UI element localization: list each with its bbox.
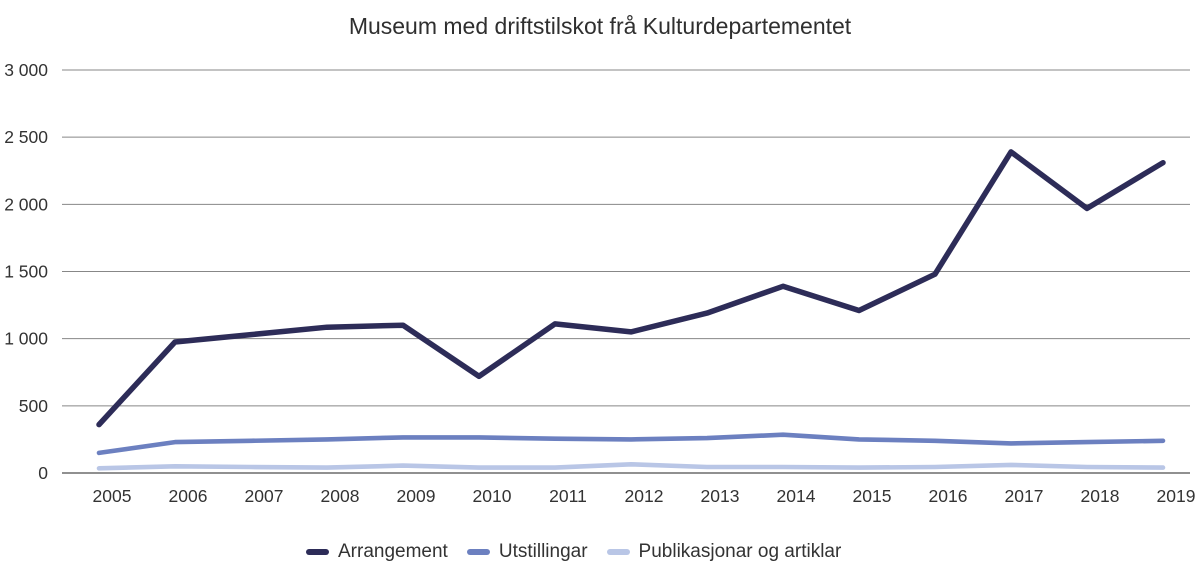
legend-item-arrangement: Arrangement	[306, 541, 448, 563]
legend: Arrangement Utstillingar Publikasjonar o…	[306, 541, 841, 563]
x-tick-label-2014: 2014	[777, 486, 816, 506]
x-tick-label-2018: 2018	[1081, 486, 1120, 506]
x-tick-label-2013: 2013	[701, 486, 740, 506]
y-tick-label: 2 500	[4, 127, 48, 147]
x-tick-label-2009: 2009	[397, 486, 436, 506]
y-tick-label: 1 000	[4, 329, 48, 349]
legend-item-publikasjonar: Publikasjonar og artiklar	[606, 541, 842, 563]
arrangement-line-swatch-icon	[306, 549, 329, 555]
x-tick-label-2005: 2005	[93, 486, 132, 506]
x-tick-label-2015: 2015	[853, 486, 892, 506]
legend-label-utstillingar: Utstillingar	[498, 541, 588, 562]
series-line-utstillingar	[96, 432, 1166, 456]
series-line-arrangement	[96, 149, 1166, 428]
x-tick-label-2008: 2008	[321, 486, 360, 506]
x-tick-label-2006: 2006	[169, 486, 208, 506]
x-tick-label-2016: 2016	[929, 486, 968, 506]
x-tick-label-2010: 2010	[473, 486, 512, 506]
y-tick-label: 0	[38, 463, 48, 483]
series-line-publikasjonar-og-artiklar	[96, 461, 1166, 471]
x-tick-label-2019: 2019	[1157, 486, 1196, 506]
x-tick-label-2012: 2012	[625, 486, 664, 506]
x-tick-label-2017: 2017	[1005, 486, 1044, 506]
y-tick-label: 2 000	[4, 194, 48, 214]
legend-label-publikasjonar: Publikasjonar og artiklar	[638, 541, 842, 562]
y-tick-label: 1 500	[4, 262, 48, 282]
publikasjonar-line-swatch-icon	[606, 549, 630, 555]
chart-title: Museum med driftstilskot frå Kulturdepar…	[348, 13, 852, 39]
x-tick-label-2007: 2007	[245, 486, 284, 506]
legend-label-arrangement: Arrangement	[338, 541, 448, 562]
x-tick-label-2011: 2011	[549, 486, 587, 506]
y-tick-label: 3 000	[4, 60, 48, 80]
utstillingar-line-swatch-icon	[466, 549, 490, 555]
y-tick-label: 500	[19, 396, 48, 416]
legend-item-utstillingar: Utstillingar	[466, 541, 588, 563]
